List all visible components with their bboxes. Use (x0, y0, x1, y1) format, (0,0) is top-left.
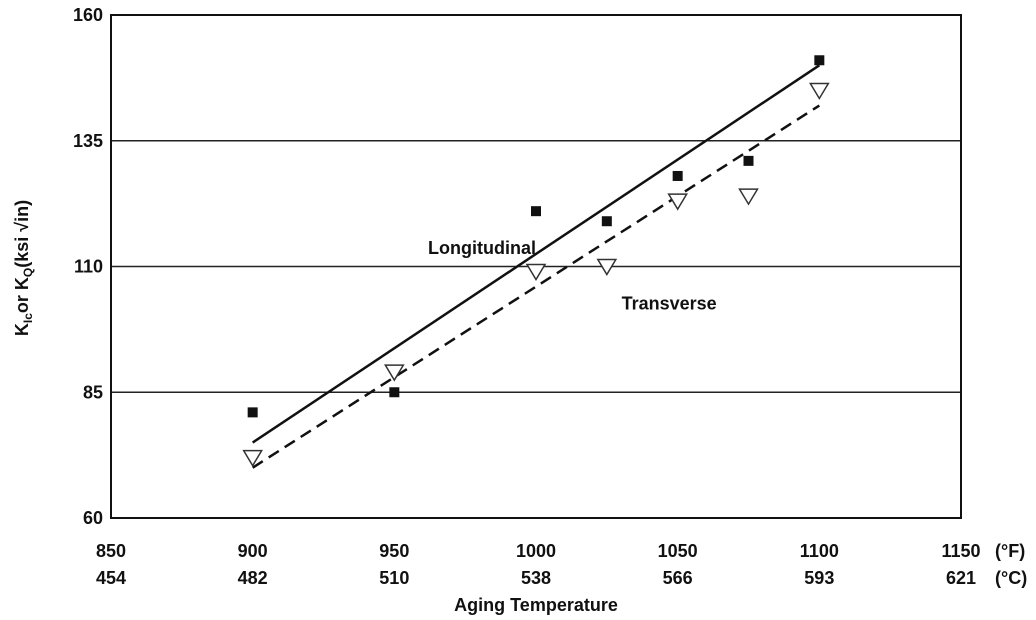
fit-line-transverse (251, 104, 821, 469)
point-longitudinal (672, 170, 683, 181)
y-tick-label: 60 (83, 508, 103, 528)
x-tick-label-fahrenheit: 1000 (516, 541, 556, 561)
point-longitudinal (389, 387, 400, 398)
y-axis-title-part: Q (21, 268, 35, 277)
point-transverse (384, 364, 405, 382)
series-annotations: Longitudinal Transverse (428, 238, 717, 313)
x-tick-label-celsius: 510 (379, 568, 409, 588)
y-tick-label: 85 (83, 382, 103, 402)
point-longitudinal (601, 216, 612, 227)
point-transverse (242, 449, 263, 468)
point-transverse (667, 193, 688, 211)
x-tick-label-fahrenheit: 850 (96, 541, 126, 561)
annotation-transverse: Transverse (622, 293, 717, 313)
annotation-longitudinal: Longitudinal (428, 238, 536, 258)
x-tick-labels: 850 454 900 482 950 510 1000 538 1050 566 1100 593 1… (96, 541, 981, 588)
x-tick-label-celsius: 538 (521, 568, 551, 588)
x-tick-label-fahrenheit: 900 (238, 541, 268, 561)
x-unit-fahrenheit: (°F) (995, 541, 1025, 561)
y-axis-title-part: (ksi √in) (12, 200, 32, 268)
point-transverse (596, 258, 618, 276)
y-tick-label: 160 (73, 5, 103, 25)
x-tick-label-fahrenheit: 1050 (658, 541, 698, 561)
x-axis-title: Aging Temperature (454, 595, 618, 615)
plot-frame (110, 14, 962, 519)
fit-line-longitudinal (251, 64, 821, 444)
fit-lines (251, 64, 821, 469)
y-tick-labels: 60 85 110 135 160 (73, 5, 103, 528)
x-tick-label-celsius: 566 (663, 568, 693, 588)
x-tick-label-celsius: 593 (804, 568, 834, 588)
y-axis-title-part: K (12, 323, 32, 336)
x-tick-label-fahrenheit: 1100 (800, 541, 839, 561)
x-tick-label-fahrenheit: 1150 (941, 541, 980, 561)
point-transverse (738, 188, 759, 206)
point-transverse (809, 82, 830, 100)
y-axis-title: KIcor KQ(ksi √in) (12, 200, 35, 336)
y-axis-title-part: or K (12, 277, 32, 313)
data-points (242, 55, 830, 468)
point-transverse (525, 263, 547, 281)
point-longitudinal (743, 155, 754, 166)
y-axis-title-part: Ic (21, 313, 35, 323)
x-unit-celsius: (°C) (995, 568, 1027, 588)
x-tick-label-fahrenheit: 950 (379, 541, 409, 561)
point-longitudinal (247, 407, 258, 418)
x-tick-label-celsius: 621 (946, 568, 976, 588)
point-longitudinal (814, 55, 825, 66)
x-tick-label-celsius: 482 (238, 568, 268, 588)
x-tick-label-celsius: 454 (96, 568, 126, 588)
point-longitudinal (531, 206, 541, 217)
y-tick-label: 135 (73, 131, 103, 151)
y-tick-label: 110 (74, 257, 103, 277)
